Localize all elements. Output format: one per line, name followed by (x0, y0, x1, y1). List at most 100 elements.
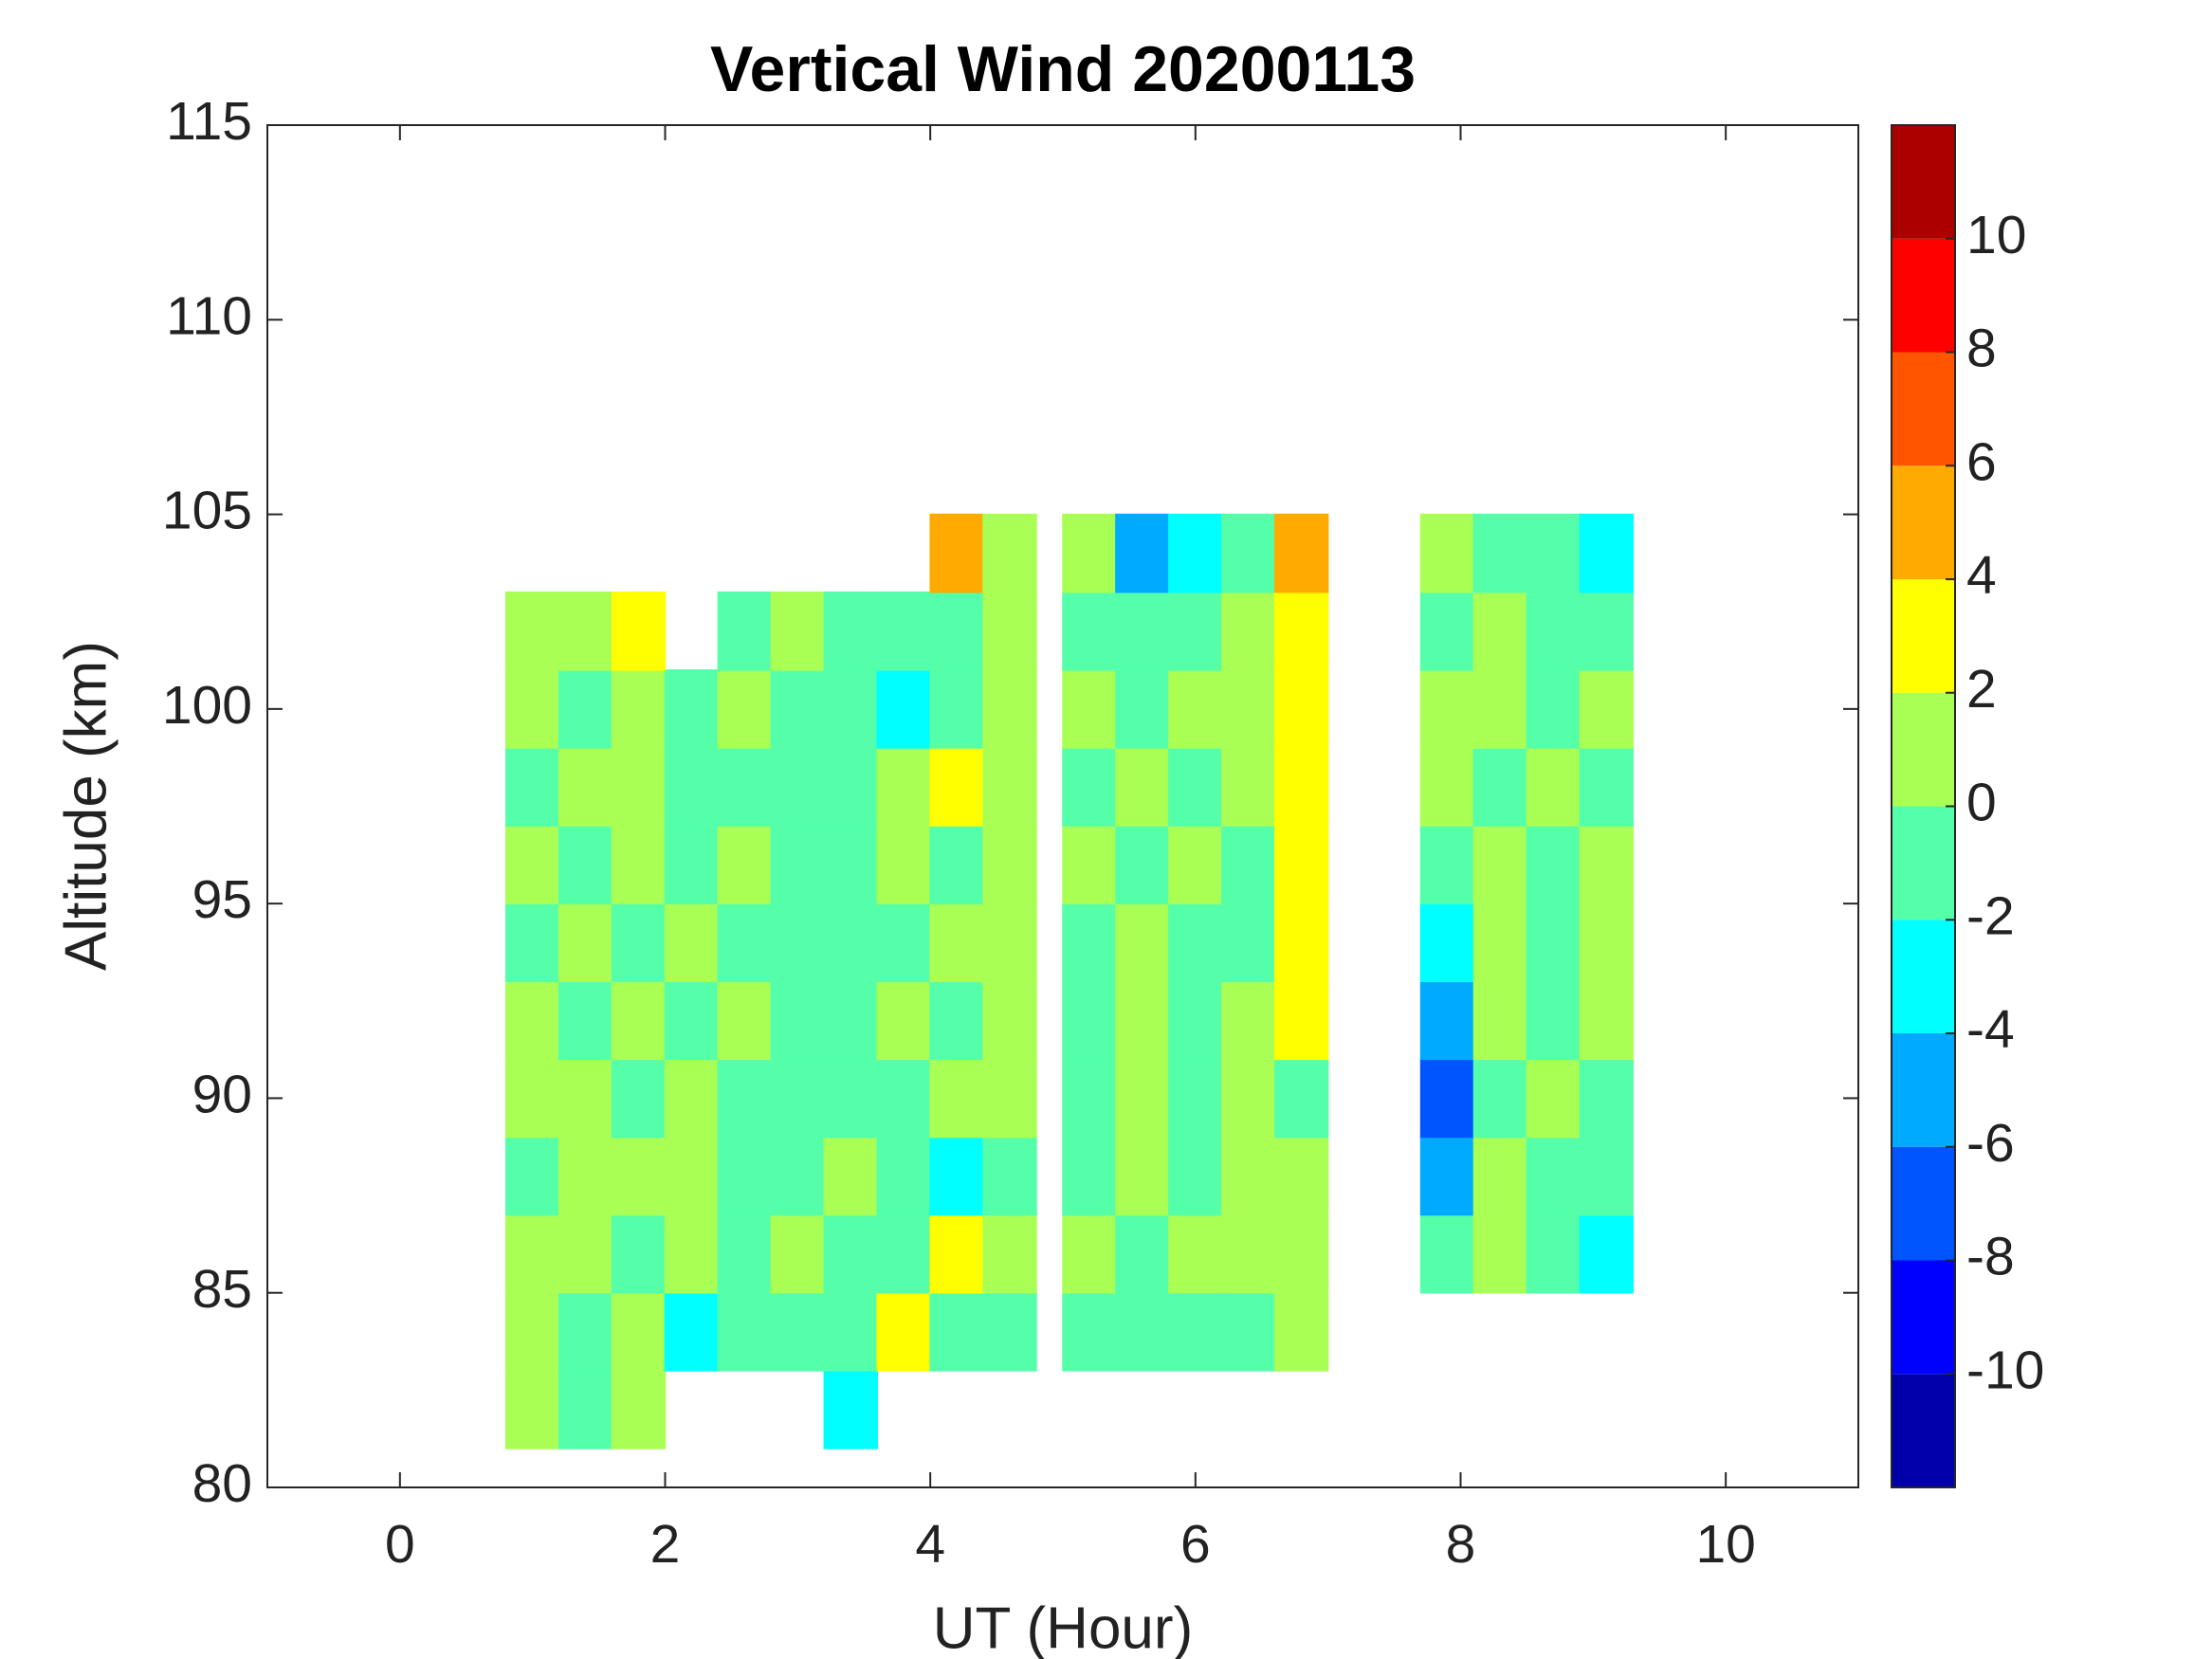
contour-cell (1221, 825, 1276, 904)
contour-cell (823, 591, 878, 671)
contour-cell (1062, 591, 1117, 671)
contour-cell (1221, 1291, 1276, 1372)
y-tick-label: 110 (166, 285, 252, 346)
contour-cell (1115, 513, 1170, 593)
contour-cell (770, 591, 826, 671)
contour-cell (823, 1213, 878, 1294)
contour-cell (982, 902, 1037, 983)
contour-cell (1168, 1058, 1223, 1139)
contour-cell (1062, 747, 1117, 827)
contour-cell (717, 825, 773, 904)
contour-cell (770, 1136, 826, 1216)
colorbar-swatch (1892, 1260, 1955, 1375)
plot-frame (266, 124, 1859, 1488)
colorbar-tick-label: 6 (1966, 431, 1997, 492)
colorbar-swatch (1892, 238, 1955, 353)
contour-cell (664, 1136, 720, 1216)
contour-cell (1472, 669, 1528, 749)
contour-cell (982, 747, 1037, 827)
contour-cell (664, 669, 720, 749)
colorbar-swatch (1892, 1146, 1955, 1261)
contour-cell (717, 669, 773, 749)
contour-cell (1115, 1136, 1170, 1216)
contour-cell (1419, 591, 1475, 671)
contour-cell (1168, 669, 1223, 749)
contour-cell (558, 1058, 613, 1139)
colorbar-swatch (1892, 806, 1955, 921)
contour-cell (611, 902, 667, 983)
contour-cell (929, 747, 984, 827)
contour-cell (1168, 747, 1223, 827)
x-tick-label: 4 (915, 1514, 945, 1575)
contour-cell (1168, 825, 1223, 904)
contour-cell (1221, 1136, 1276, 1216)
contour-cell (770, 825, 826, 904)
x-tick-label: 2 (650, 1514, 681, 1575)
contour-cell (504, 1291, 560, 1372)
contour-cell (1221, 591, 1276, 671)
contour-cell (1273, 1136, 1329, 1216)
colorbar-tick-label: -2 (1966, 885, 2015, 946)
contour-cell (1526, 747, 1581, 827)
contour-cell (1526, 1213, 1581, 1294)
y-tick-label: 105 (162, 481, 252, 541)
contour-cell (876, 669, 931, 749)
contour-cell (1526, 1136, 1581, 1216)
chart-title: Vertical Wind 20200113 (710, 33, 1416, 105)
contour-cell (558, 591, 613, 671)
colorbar-tick-label: 10 (1966, 205, 2026, 265)
contour-cell (1419, 1058, 1475, 1139)
contour-cell (611, 669, 667, 749)
contour-cell (558, 1291, 613, 1372)
contour-cell (504, 980, 560, 1061)
contour-cell (876, 1058, 931, 1139)
contour-cell (1273, 591, 1329, 671)
contour-cell (1472, 1058, 1528, 1139)
contour-cell (1273, 1213, 1329, 1294)
contour-cell (929, 1058, 984, 1139)
contour-cell (1221, 980, 1276, 1061)
contour-cell (770, 902, 826, 983)
contour-cell (1579, 1136, 1635, 1216)
colorbar-tick-label: -10 (1966, 1340, 2044, 1400)
contour-cell (929, 513, 984, 593)
contour-cell (1419, 513, 1475, 593)
contour-cell (770, 747, 826, 827)
contour-cell (1273, 1291, 1329, 1372)
contour-cell (1115, 669, 1170, 749)
contour-cell (823, 669, 878, 749)
contour-cell (1273, 825, 1329, 904)
y-tick-label: 115 (166, 91, 252, 152)
y-tick-label: 80 (192, 1453, 252, 1514)
contour-cell (1526, 669, 1581, 749)
colorbar-tick-label: -4 (1966, 999, 2015, 1060)
contour-cell (982, 591, 1037, 671)
contour-cell (1579, 1213, 1635, 1294)
contour-cell (717, 1136, 773, 1216)
contour-cell (982, 1136, 1037, 1216)
colorbar-swatch (1892, 1374, 1955, 1487)
contour-cell (611, 591, 667, 671)
contour-cell (558, 1370, 613, 1449)
contour-cell (1168, 513, 1223, 593)
contour-cell (876, 591, 931, 671)
contour-cell (1526, 902, 1581, 983)
contour-cell (1221, 1213, 1276, 1294)
contour-cell (823, 825, 878, 904)
contour-cell (1419, 747, 1475, 827)
contour-cell (611, 747, 667, 827)
contour-cell (1273, 513, 1329, 593)
contour-cell (1062, 902, 1117, 983)
contour-cell (770, 980, 826, 1061)
colorbar-tick-label: -8 (1966, 1227, 2015, 1287)
y-tick-label: 85 (192, 1259, 252, 1320)
contour-cell (929, 1291, 984, 1372)
contour-cell (504, 1213, 560, 1294)
contour-cell (1221, 1058, 1276, 1139)
contour-cell (558, 747, 613, 827)
x-tick-label: 10 (1695, 1514, 1755, 1575)
contour-cell (611, 1058, 667, 1139)
contour-cell (929, 902, 984, 983)
contour-cell (504, 1370, 560, 1449)
contour-cell (717, 1058, 773, 1139)
